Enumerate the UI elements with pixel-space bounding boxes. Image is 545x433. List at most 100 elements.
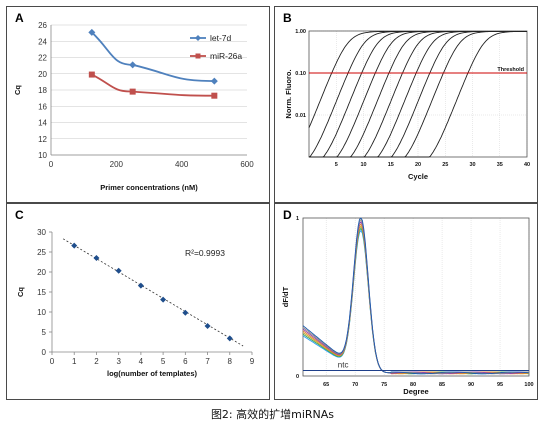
x-axis-label: Primer concentrations (nM): [100, 183, 198, 192]
melting-curve: [302, 218, 530, 375]
panel-label: D: [283, 208, 292, 222]
amplification-curve: [309, 30, 527, 158]
legend-label: miR-26a: [210, 51, 242, 61]
x-tick-label: 100: [524, 382, 533, 388]
y-tick-label: 14: [38, 119, 47, 128]
figure-caption: 图2: 高效的扩增miRNAs: [210, 408, 335, 421]
x-tick-label: 35: [497, 162, 503, 168]
amplification-curve: [308, 30, 527, 158]
amplification-curve: [309, 30, 527, 158]
amplification-curve: [309, 30, 527, 158]
melting-curve: [302, 223, 530, 375]
x-tick-label: 20: [415, 162, 421, 168]
data-point: [226, 335, 233, 342]
panel-label: C: [15, 208, 24, 222]
y-tick-label: 20: [38, 70, 47, 79]
y-tick-label: 24: [38, 37, 47, 46]
legend-marker: [195, 53, 201, 59]
data-point: [129, 88, 136, 95]
threshold-label: Threshold: [497, 67, 524, 73]
x-tick-label: 95: [497, 382, 503, 388]
melting-curve: [302, 220, 529, 375]
panel-b: B 5 10 15 20 25 30 35 40 1.00 0.10 0.01 Threshold Cyc…: [274, 6, 538, 203]
x-tick-label: 5: [161, 357, 166, 366]
data-point: [137, 282, 144, 289]
x-axis-label: Cycle: [408, 172, 428, 181]
amplification-curve: [309, 30, 527, 158]
amplification-curve: [309, 30, 527, 158]
legend-marker: [195, 35, 201, 41]
y-axis-label: dF/dT: [281, 286, 290, 307]
data-point: [160, 296, 167, 303]
x-tick-label: 200: [110, 160, 124, 169]
y-tick-label: 1: [296, 216, 299, 222]
x-tick-label: 80: [410, 382, 416, 388]
amplification-curve: [309, 30, 527, 158]
panel-d: D 65 70 75 80 85 90 95 100 1 0 ntc Degree dF/dT: [274, 203, 538, 400]
panel-a: A 10 12 14 16 18 20 22 24 26 0 200 400 600 Primer conc…: [6, 6, 270, 203]
panel-label: B: [283, 11, 292, 25]
amplification-curve: [309, 30, 527, 158]
x-tick-label: 0: [50, 357, 55, 366]
x-tick-label: 90: [468, 382, 474, 388]
x-tick-label: 9: [250, 357, 255, 366]
x-tick-label: 0: [49, 160, 54, 169]
x-tick-label: 10: [360, 162, 366, 168]
y-tick-label: 15: [37, 288, 46, 297]
x-tick-label: 400: [175, 160, 189, 169]
data-point: [71, 242, 78, 249]
data-point: [88, 28, 96, 36]
trendline: [62, 238, 244, 347]
x-tick-label: 7: [205, 357, 210, 366]
x-tick-label: 85: [439, 382, 445, 388]
x-tick-label: 1: [72, 357, 77, 366]
y-tick-label: 10: [37, 308, 46, 317]
y-tick-label: 25: [37, 248, 46, 257]
y-tick-label: 26: [38, 21, 47, 30]
x-tick-label: 4: [139, 357, 144, 366]
chart-c: C 0 5 10 15 20 25 30 0 1 2 3 4 5 6 7 8 9 R²=0.9993 log(numb…: [15, 208, 255, 378]
y-tick-label: 1.00: [295, 29, 306, 35]
x-tick-label: 40: [524, 162, 530, 168]
y-tick-label: 20: [37, 268, 46, 277]
y-axis-label: Cq: [16, 287, 25, 297]
chart-d: D 65 70 75 80 85 90 95 100 1 0 ntc Degree dF/dT: [281, 208, 534, 396]
melting-curve: [302, 225, 530, 375]
y-tick-label: 0: [42, 348, 47, 357]
y-tick-label: 22: [38, 54, 47, 63]
y-tick-label: 5: [42, 328, 47, 337]
panel-label: A: [15, 11, 24, 25]
x-tick-label: 8: [228, 357, 233, 366]
x-tick-label: 65: [323, 382, 329, 388]
legend-label: let-7d: [210, 33, 232, 43]
y-tick-label: 0: [296, 374, 299, 380]
data-point: [210, 77, 218, 85]
x-tick-label: 70: [352, 382, 358, 388]
plot-frame: [302, 217, 530, 377]
x-tick-label: 25: [442, 162, 448, 168]
x-tick-label: 3: [116, 357, 121, 366]
x-tick-label: 6: [183, 357, 188, 366]
data-point: [204, 323, 211, 329]
y-tick-label: 10: [38, 151, 47, 160]
r-squared-annotation: R²=0.9993: [185, 248, 225, 258]
y-tick-label: 12: [38, 135, 47, 144]
amplification-curve: [309, 30, 527, 158]
chart-b: B 5 10 15 20 25 30 35 40 1.00 0.10 0.01 Threshold Cyc…: [283, 11, 530, 181]
y-tick-label: 16: [38, 102, 47, 111]
y-axis-label: Norm. Fluoro.: [284, 69, 293, 118]
panel-c: C 0 5 10 15 20 25 30 0 1 2 3 4 5 6 7 8 9 R²=0.9993 log(numb…: [6, 203, 270, 400]
data-point: [129, 61, 137, 69]
y-tick-label: 0.10: [295, 71, 306, 77]
data-point: [88, 71, 95, 78]
x-tick-label: 30: [469, 162, 475, 168]
melting-curve: [302, 217, 530, 375]
y-axis-label: Cq: [13, 85, 22, 95]
x-tick-label: 75: [381, 382, 387, 388]
data-point: [182, 309, 189, 316]
y-tick-label: 18: [38, 86, 47, 95]
y-tick-label: 0.01: [295, 113, 306, 119]
x-tick-label: 15: [388, 162, 394, 168]
data-point: [115, 267, 122, 274]
data-point: [93, 255, 100, 261]
